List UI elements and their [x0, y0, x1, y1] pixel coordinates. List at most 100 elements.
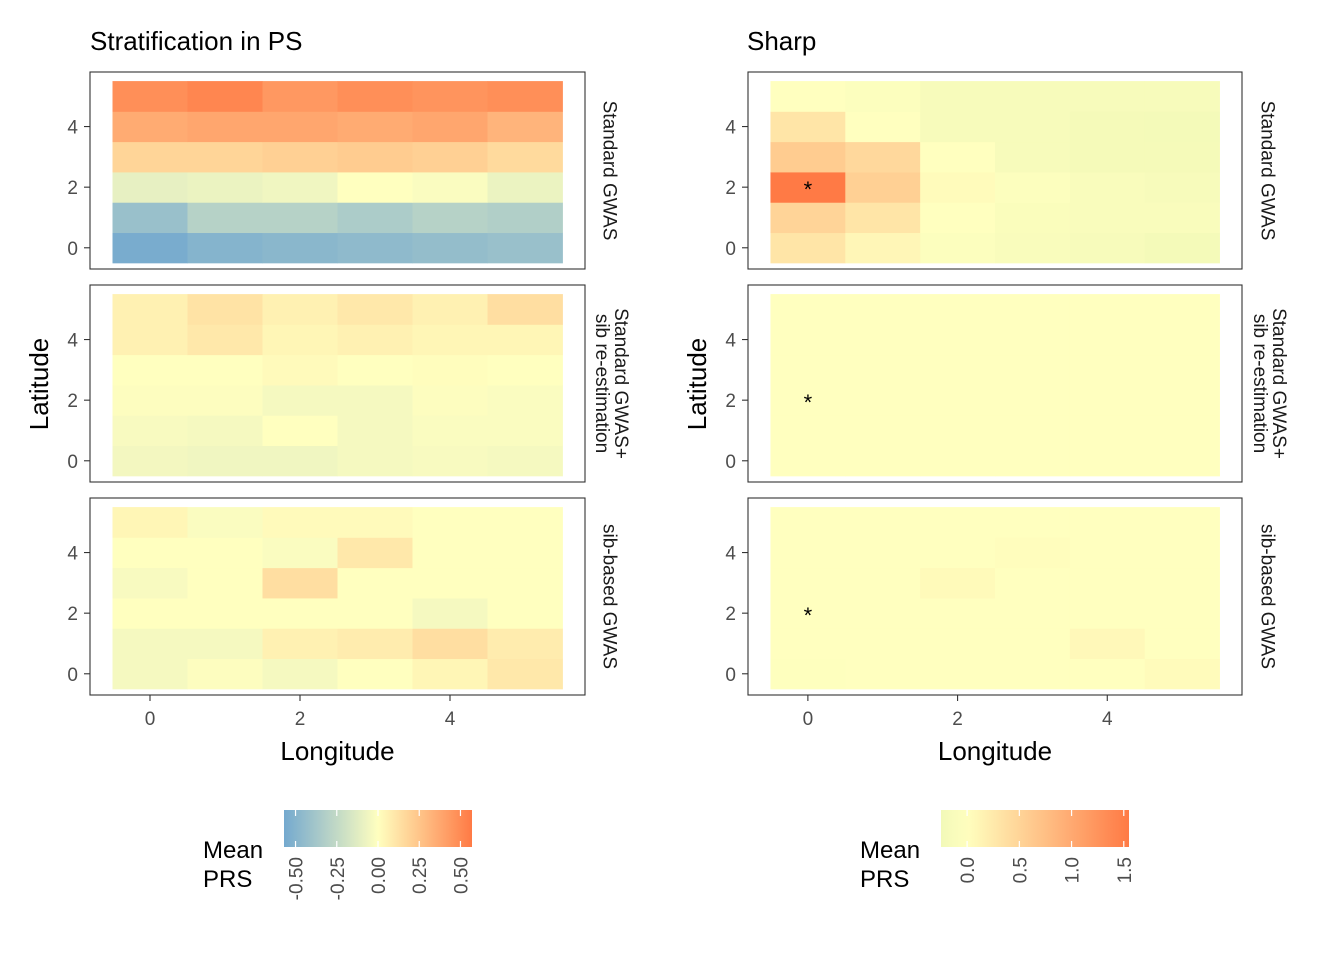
legend-title: Mean PRS: [203, 837, 263, 893]
heatmap-tile: [112, 537, 188, 569]
heatmap-tile: [770, 507, 846, 538]
heatmap-tile: [187, 232, 263, 264]
y-tick-label: 4: [725, 331, 736, 352]
heatmap-tile: [262, 537, 338, 569]
heatmap-tile: [412, 628, 488, 660]
heatmap-tile: [487, 81, 563, 112]
chart-sharp: Sharp * 0 2 4 Standard GWAS * 0 2 4 Standard GWAS+…: [682, 26, 1289, 893]
heatmap-tile: [1069, 628, 1146, 660]
heatmap-tile: [487, 202, 563, 234]
colorbar-tick-label: 0.50: [451, 857, 472, 894]
x-tick-label: 2: [295, 709, 306, 730]
heatmap-tile: [995, 658, 1071, 690]
heatmap-tile: [1144, 598, 1220, 629]
heatmap-tile: [920, 232, 996, 264]
y-tick-label: 0: [725, 452, 736, 473]
heatmap-tile: [112, 354, 188, 386]
heatmap-tile: [262, 507, 338, 538]
heatmap-tile: [262, 658, 338, 690]
heatmap-tile: [920, 628, 996, 660]
heatmap-tile: [1144, 567, 1220, 599]
heatmap-tile: [845, 81, 921, 112]
heatmap-tile: [187, 385, 263, 416]
heatmap-tile: [187, 172, 263, 203]
facet-panel: 0 2 4 sib-based GWAS: [67, 497, 619, 696]
colorbar-tick-label-group: -0.25: [328, 857, 349, 900]
heatmap-tile: [112, 445, 188, 477]
heatmap-tile: [1069, 141, 1146, 173]
y-tick-label: 4: [67, 544, 78, 565]
heatmap-tile: [337, 202, 413, 234]
chart-title: Stratification in PS: [90, 26, 302, 56]
heatmap-tile: [1144, 232, 1220, 264]
colorbar-tick-label-group: -0.50: [287, 857, 308, 900]
heatmap-tile: [1069, 385, 1146, 416]
heatmap-tile: [1069, 507, 1146, 538]
panel-border: [747, 284, 1243, 483]
heatmap-tile: [412, 445, 488, 477]
heatmap-tile: [487, 598, 563, 629]
heatmap-tile: [920, 81, 996, 112]
heatmap-tile: [412, 537, 488, 569]
y-tick-label: 2: [725, 178, 736, 199]
heatmap-tile: [337, 232, 413, 264]
x-axis-title: Longitude: [938, 736, 1052, 766]
heatmap-tile: [412, 598, 488, 629]
heatmap-tile: [487, 445, 563, 477]
heatmap-tile: [187, 141, 263, 173]
colorbar-tick-label-group: 0.5: [1010, 857, 1031, 883]
heatmap-tile: [845, 567, 921, 599]
heatmap-tile: [337, 537, 413, 569]
heatmap-tile: [1144, 628, 1220, 660]
heatmap-tile: [995, 141, 1071, 173]
heatmap-tile: [412, 385, 488, 416]
heatmap-tile: [920, 324, 996, 356]
heatmap-tile: [487, 294, 563, 325]
heatmap-tile: [920, 294, 996, 325]
heatmap-tile: [1144, 111, 1220, 143]
facet-label: sib-based GWAS: [598, 524, 619, 669]
heatmap-tile: [412, 507, 488, 538]
facet-label: Standard GWAS+sib re-estimation: [1249, 308, 1289, 459]
y-axis-title-group: Latitude: [24, 338, 54, 431]
heatmap-tile: [187, 324, 263, 356]
heatmap-tile: [1144, 415, 1220, 447]
heatmap-tile: [187, 111, 263, 143]
colorbar: [284, 810, 472, 847]
y-axis-title: Latitude: [24, 338, 54, 431]
heatmap-tile: [187, 567, 263, 599]
heatmap-tile: [995, 232, 1071, 264]
y-tick-label: 2: [67, 604, 78, 625]
colorbar-tick-label-group: 0.50: [451, 857, 472, 894]
heatmap-tile: [920, 354, 996, 386]
heatmap-tile: [337, 354, 413, 386]
heatmap-tile: [262, 141, 338, 173]
heatmap-tile: [412, 324, 488, 356]
x-tick-label: 2: [952, 709, 963, 730]
heatmap-tile: [1069, 354, 1146, 386]
facet-panel: * 0 2 4 sib-based GWAS: [725, 497, 1277, 696]
heatmap-tile: [845, 141, 921, 173]
colorbar-tick-label-group: 1.0: [1063, 857, 1084, 883]
heatmap-tile: [995, 415, 1071, 447]
heatmap-tile: [995, 354, 1071, 386]
heatmap-tile: [487, 385, 563, 416]
heatmap-tile: [487, 111, 563, 143]
heatmap-tile: [845, 202, 921, 234]
heatmap-tile: [920, 415, 996, 447]
y-tick-label: 0: [725, 665, 736, 686]
heatmap-tile: [1069, 172, 1146, 203]
facet-label: Standard GWAS+sib re-estimation: [591, 308, 631, 459]
heatmap-tile: [770, 141, 846, 173]
heatmap-tile: [187, 658, 263, 690]
heatmap-tile: [920, 658, 996, 690]
facet-panel: 0 2 4 Standard GWAS+sib re-estimation: [67, 284, 631, 483]
heatmap-tile: [845, 445, 921, 477]
heatmap-tile: [1069, 202, 1146, 234]
heatmap-tile: [112, 324, 188, 356]
heatmap-tile: [337, 141, 413, 173]
heatmap-tile: [995, 172, 1071, 203]
colorbar-legend: Mean PRS -0.50 -0.25 0.00 0.25 0.50: [203, 810, 472, 900]
heatmap-tile: [770, 598, 846, 629]
heatmap-tile: [845, 658, 921, 690]
